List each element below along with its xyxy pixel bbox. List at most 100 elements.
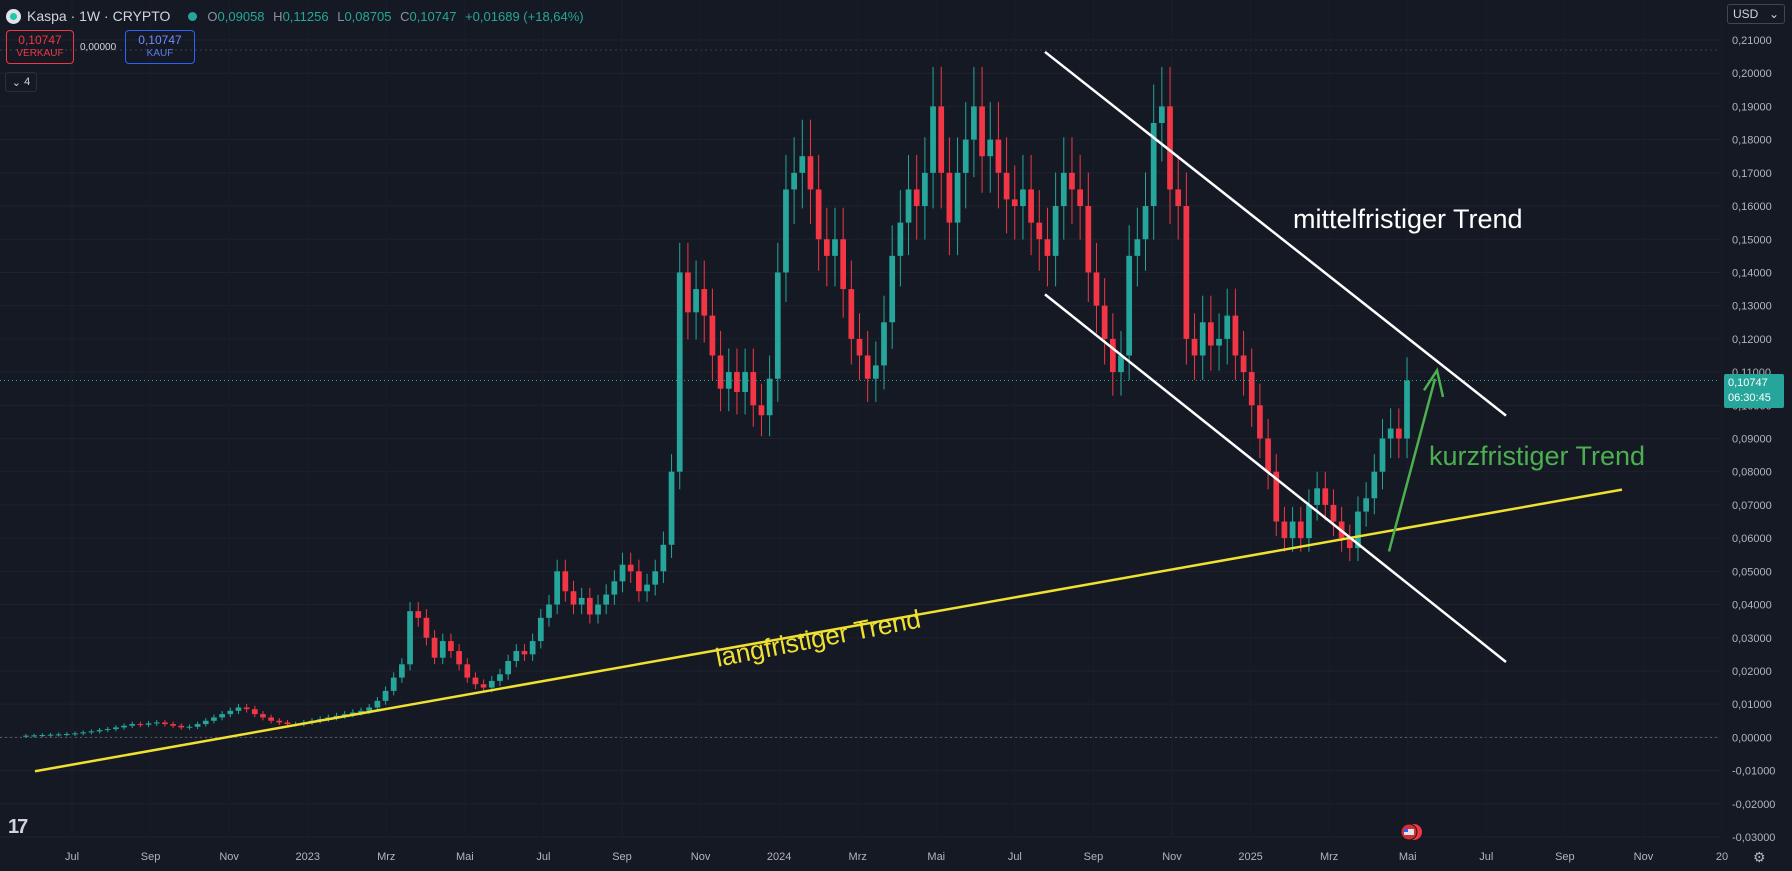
candle-body xyxy=(995,139,1002,173)
candle-body xyxy=(546,604,552,618)
candle-body xyxy=(1150,123,1157,207)
last-price-label: 0,10747 06:30:45 xyxy=(1724,374,1784,408)
candle-body xyxy=(685,272,691,313)
chart-grid xyxy=(0,49,1720,738)
candle-body xyxy=(358,710,364,713)
price-tick-label: 0,08000 xyxy=(1732,467,1772,479)
candle-body xyxy=(668,471,675,545)
price-tick-label: -0,01000 xyxy=(1732,766,1775,778)
candle-body xyxy=(1232,315,1239,356)
candle-body xyxy=(848,289,855,339)
candle-body xyxy=(578,597,585,605)
candle-body xyxy=(137,724,144,726)
candle-body xyxy=(1126,255,1133,356)
price-tick-label: 0,12000 xyxy=(1732,334,1772,346)
candle-body xyxy=(1257,405,1263,439)
time-axis: Jul Sep Nov 2023 Mrz Mai Jul Sep Nov 2024 Mrz Mai Ju… xyxy=(65,851,1728,863)
long-trend-line xyxy=(34,488,1623,773)
candle-body xyxy=(864,355,871,379)
candle-body xyxy=(799,156,806,173)
medium-trend-label[interactable]: mittelfristiger Trend xyxy=(1293,204,1523,234)
candle-body xyxy=(1028,189,1034,223)
candle-body xyxy=(186,726,193,728)
time-tick-label: Mai xyxy=(927,851,945,863)
candle-body xyxy=(1085,206,1092,273)
gear-icon[interactable]: ⚙ xyxy=(1753,849,1766,865)
candle-body xyxy=(709,315,716,356)
candle-body xyxy=(194,724,201,727)
candle-body xyxy=(1297,521,1304,539)
candle-body xyxy=(1011,199,1018,207)
candle-body xyxy=(284,722,291,725)
tradingview-logo-icon[interactable]: 17 xyxy=(8,816,28,838)
candle-body xyxy=(153,722,160,724)
currency-select[interactable]: USD ⌄ xyxy=(1727,4,1785,24)
candle-body xyxy=(39,735,46,737)
chevron-down-icon: ⌄ xyxy=(11,76,25,89)
last-price-value: 0,10747 xyxy=(1728,377,1768,389)
candle-body xyxy=(652,571,659,585)
candle-body xyxy=(644,584,650,592)
candle-body xyxy=(472,677,479,685)
candle-body xyxy=(1191,338,1198,356)
price-tick-label: -0,02000 xyxy=(1732,799,1775,811)
candle-body xyxy=(521,651,528,655)
candle-body xyxy=(930,106,936,173)
candle-body xyxy=(905,189,912,223)
candle-body xyxy=(513,651,520,661)
candle-body xyxy=(480,684,487,688)
candle-body xyxy=(758,405,765,416)
channel-upper-line xyxy=(1044,50,1507,417)
candle-body xyxy=(88,731,95,733)
candle-body xyxy=(1208,322,1214,346)
symbol-title[interactable]: Kaspa · 1W · CRYPTO xyxy=(27,8,171,24)
chevron-down-icon: ⌄ xyxy=(1768,7,1779,21)
candle-body xyxy=(962,139,969,173)
candle-body xyxy=(1330,504,1337,522)
candle-body xyxy=(202,720,209,725)
candle-body xyxy=(439,641,446,658)
candle-body xyxy=(1118,355,1124,373)
candle-body xyxy=(227,710,234,715)
symbol-header: Kaspa · 1W · CRYPTO O0,09058 H0,11256 L0… xyxy=(6,6,589,26)
candle-body xyxy=(235,707,242,711)
candle-body xyxy=(840,239,847,290)
candle-body xyxy=(1281,521,1288,539)
short-trend-label[interactable]: kurzfristiger Trend xyxy=(1429,441,1646,471)
time-tick-label: Sep xyxy=(612,851,632,863)
time-tick-label: Jul xyxy=(1479,851,1493,863)
price-tick-label: 0,04000 xyxy=(1732,600,1772,612)
candle-body xyxy=(415,611,422,618)
candle-body xyxy=(1069,172,1075,190)
indicators-toggle[interactable]: ⌄ 4 xyxy=(5,72,37,92)
candle-body xyxy=(938,106,945,173)
candle-body xyxy=(897,222,904,256)
candle-body xyxy=(693,289,699,313)
candle-body xyxy=(529,641,536,655)
time-tick-label: Sep xyxy=(1555,851,1575,863)
candle-body xyxy=(979,106,985,157)
candle-body xyxy=(1224,315,1231,339)
candle-body xyxy=(1167,106,1173,190)
price-change: +0,01689 (+18,64%) xyxy=(465,8,584,24)
time-tick-label: Nov xyxy=(1162,851,1182,863)
candle-body xyxy=(611,581,618,595)
candle-body xyxy=(1175,189,1182,207)
candlestick-series xyxy=(23,66,1410,738)
sell-label: VERKAUF xyxy=(16,48,64,59)
candle-body xyxy=(1322,488,1329,505)
candle-body xyxy=(96,730,103,732)
candle-body xyxy=(260,714,266,718)
buy-button[interactable]: 0,10747 KAUF xyxy=(125,30,195,64)
price-tick-label: 0,01000 xyxy=(1732,699,1772,711)
kaspa-logo-icon xyxy=(6,8,21,24)
candle-body xyxy=(456,651,462,665)
candle-body xyxy=(766,378,773,416)
sell-button[interactable]: 0,10747 VERKAUF xyxy=(6,30,74,64)
price-tick-label: 0,20000 xyxy=(1732,68,1772,80)
candle-body xyxy=(627,564,634,572)
buy-price: 0,10747 xyxy=(138,33,182,47)
candle-body xyxy=(570,591,577,605)
events-flag-icon[interactable] xyxy=(1399,821,1425,843)
